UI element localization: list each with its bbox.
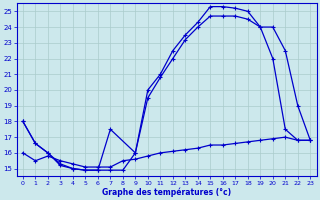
X-axis label: Graphe des températures (°c): Graphe des températures (°c) — [102, 187, 231, 197]
